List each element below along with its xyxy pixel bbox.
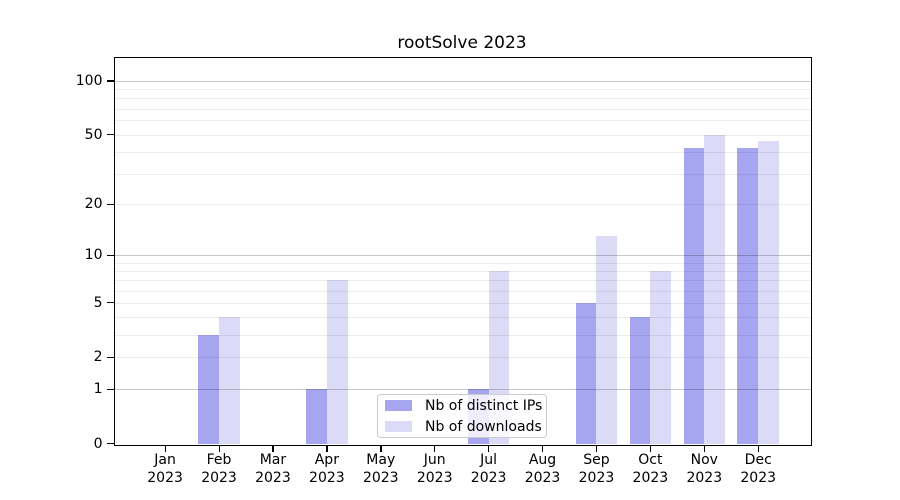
- legend-label: Nb of distinct IPs: [425, 397, 543, 414]
- bar-downloads-feb: [219, 317, 240, 445]
- x-tick-label-nov: Nov 2023: [686, 452, 723, 486]
- y-tick-mark: [106, 203, 114, 206]
- y-tick-mark: [106, 443, 114, 445]
- y-tick-label: 20: [84, 196, 103, 213]
- bar-distinct-ips-apr: [306, 389, 327, 445]
- x-tick-mark: [542, 444, 544, 452]
- x-tick-mark: [380, 444, 382, 452]
- y-tick-mark: [106, 388, 114, 390]
- major-gridline: [114, 80, 811, 82]
- legend-swatch-icon: [385, 421, 412, 432]
- minor-gridline: [114, 262, 811, 264]
- y-tick-mark: [106, 80, 114, 82]
- legend: Nb of distinct IPs Nb of downloads: [377, 394, 547, 438]
- y-tick-mark: [106, 254, 114, 256]
- y-tick-label: 1: [93, 381, 103, 398]
- minor-gridline: [114, 290, 811, 292]
- y-tick-label: 50: [84, 126, 103, 143]
- bar-distinct-ips-nov: [683, 147, 705, 445]
- x-tick-mark: [326, 444, 328, 452]
- minor-gridline: [114, 151, 811, 153]
- minor-gridline: [114, 334, 811, 336]
- x-tick-label-feb: Feb 2023: [201, 452, 237, 486]
- x-tick-mark: [164, 444, 166, 452]
- y-tick-label: 100: [75, 72, 103, 89]
- x-tick-mark: [218, 444, 220, 452]
- bar-distinct-ips-oct: [629, 317, 651, 445]
- minor-gridline: [114, 280, 811, 282]
- x-tick-mark: [272, 444, 274, 452]
- minor-gridline: [114, 302, 811, 304]
- x-tick-mark: [488, 444, 490, 452]
- minor-gridline: [114, 357, 811, 359]
- legend-row: Nb of distinct IPs: [378, 395, 546, 416]
- bar-downloads-dec: [758, 140, 780, 445]
- y-tick-label: 5: [93, 294, 103, 311]
- y-tick-mark: [106, 134, 114, 136]
- x-tick-label-aug: Aug 2023: [524, 452, 561, 486]
- bar-downloads-sep: [596, 236, 618, 445]
- minor-gridline: [114, 108, 811, 110]
- bar-downloads-nov: [704, 134, 726, 445]
- bar-distinct-ips-sep: [575, 302, 597, 445]
- major-gridline: [114, 255, 811, 257]
- y-tick-label: 10: [84, 247, 103, 264]
- y-tick-label: 0: [93, 435, 103, 452]
- x-tick-mark: [703, 444, 706, 452]
- y-tick-mark: [106, 356, 114, 358]
- chart-title: rootSolve 2023: [397, 33, 527, 53]
- x-tick-mark: [649, 444, 652, 452]
- minor-gridline: [114, 317, 811, 319]
- x-tick-mark: [434, 444, 436, 452]
- minor-gridline: [114, 134, 811, 136]
- x-tick-label-sep: Sep 2023: [578, 452, 615, 486]
- minor-gridline: [114, 89, 811, 90]
- x-tick-label-oct: Oct 2023: [632, 452, 669, 486]
- minor-gridline: [114, 270, 811, 272]
- legend-label: Nb of downloads: [425, 418, 542, 435]
- x-tick-label-apr: Apr 2023: [309, 452, 345, 486]
- y-tick-mark: [106, 302, 114, 304]
- x-tick-label-jan: Jan 2023: [147, 452, 183, 486]
- major-gridline: [114, 389, 811, 391]
- x-tick-label-jun: Jun 2023: [416, 452, 453, 486]
- x-tick-label-jul: Jul 2023: [470, 452, 507, 486]
- x-tick-label-mar: Mar 2023: [255, 452, 291, 486]
- minor-gridline: [114, 204, 811, 206]
- x-tick-label-dec: Dec 2023: [740, 452, 777, 486]
- bar-downloads-apr: [326, 280, 348, 445]
- y-tick-label: 2: [93, 349, 103, 366]
- minor-gridline: [114, 173, 811, 175]
- minor-gridline: [114, 98, 811, 100]
- x-tick-mark: [595, 444, 598, 452]
- legend-swatch-icon: [385, 400, 412, 411]
- legend-row: Nb of downloads: [378, 416, 546, 437]
- bar-distinct-ips-dec: [737, 147, 759, 445]
- x-tick-mark: [757, 444, 760, 452]
- x-tick-label-may: May 2023: [362, 452, 399, 486]
- minor-gridline: [114, 120, 811, 122]
